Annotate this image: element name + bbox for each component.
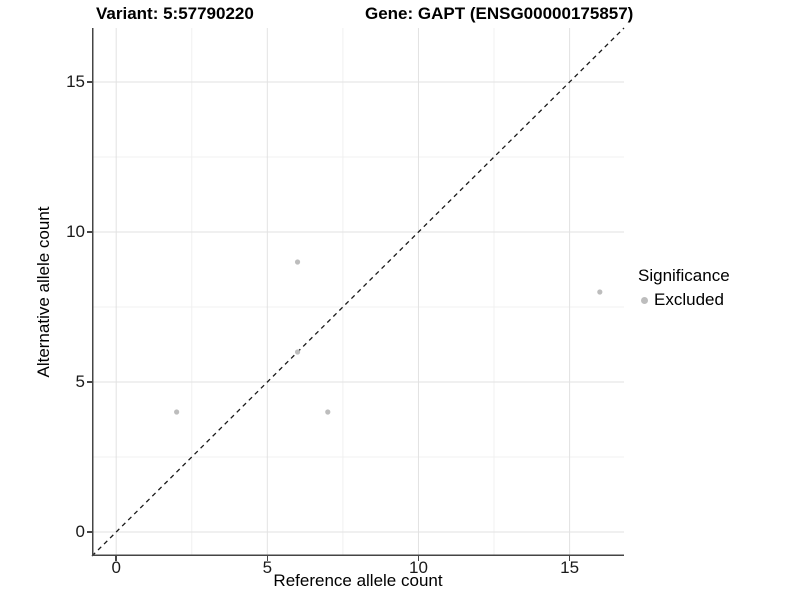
y-tick-label: 15: [66, 72, 85, 91]
x-tick-label: 5: [262, 558, 273, 577]
gene-title: Gene: GAPT (ENSG00000175857): [365, 4, 634, 23]
data-point: [174, 409, 180, 415]
y-tick-mark: [87, 381, 92, 383]
y-tick-label: 0: [75, 522, 85, 541]
x-tick-label: 10: [408, 558, 428, 577]
data-point: [597, 289, 603, 295]
x-tick-mark: [266, 556, 269, 561]
legend-item-label: Excluded: [654, 290, 724, 309]
y-tick-label: 10: [66, 222, 85, 241]
variant-title: Variant: 5:57790220: [96, 4, 254, 23]
plot-panel: [91, 27, 625, 557]
y-tick-mark: [87, 231, 92, 233]
data-point: [325, 409, 331, 415]
x-tick-mark: [417, 556, 420, 561]
x-tick-mark: [115, 556, 117, 561]
y-tick-label: 5: [75, 372, 85, 391]
plot-canvas: [91, 27, 625, 557]
data-point: [294, 349, 301, 355]
y-tick-mark: [87, 81, 92, 83]
legend: Significance Excluded: [638, 265, 730, 311]
x-tick-label: 15: [560, 558, 580, 577]
identity-line: [91, 27, 625, 557]
x-axis-label: Reference allele count: [273, 571, 443, 590]
legend-point-icon: [641, 296, 648, 304]
legend-item-excluded: Excluded: [638, 289, 730, 311]
data-point: [294, 259, 301, 265]
y-tick-mark: [87, 531, 92, 533]
x-tick-label: 0: [111, 558, 121, 577]
x-tick-mark: [568, 556, 571, 561]
legend-title: Significance: [638, 266, 730, 285]
